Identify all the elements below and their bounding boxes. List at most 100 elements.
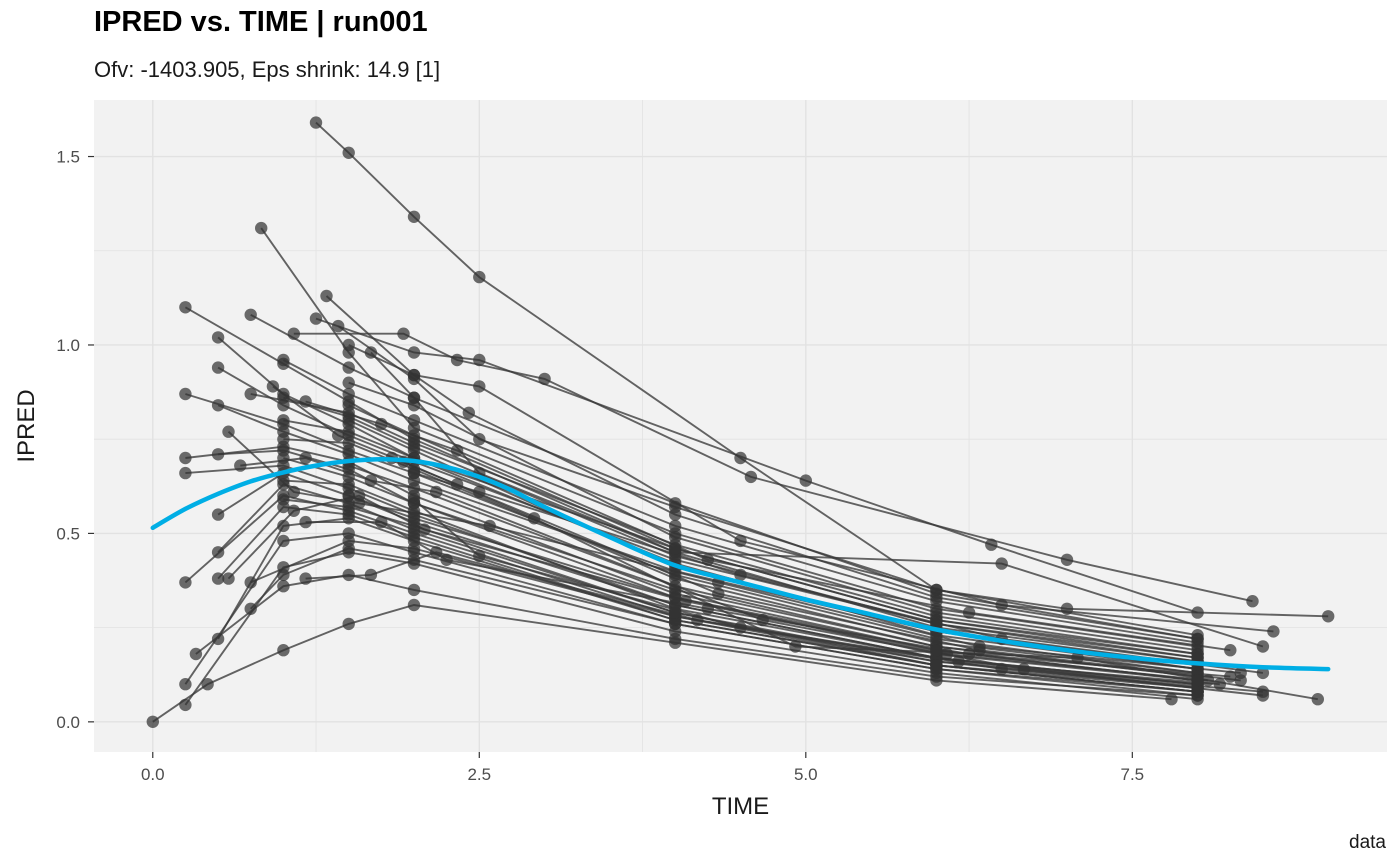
observation-point <box>1256 640 1270 653</box>
observation-point <box>277 534 290 548</box>
profile-line <box>282 359 1198 644</box>
observation-point <box>701 602 714 615</box>
observation-point <box>407 414 421 427</box>
observation-point <box>669 531 682 544</box>
observation-point <box>211 572 225 585</box>
observation-point <box>407 542 421 555</box>
observation-point <box>407 598 421 612</box>
observation-point <box>973 644 986 657</box>
observation-point <box>1267 625 1280 638</box>
observation-point <box>277 433 290 446</box>
observation-point <box>1246 595 1259 608</box>
observation-point <box>691 613 704 627</box>
observation-point <box>734 534 747 548</box>
observation-point <box>287 504 300 517</box>
observation-point <box>734 451 747 465</box>
profile-line <box>348 344 1198 640</box>
observation-point <box>179 451 192 465</box>
observation-point <box>407 512 421 525</box>
observation-point <box>179 698 192 712</box>
chart-title: IPRED vs. TIME | run001 <box>94 6 428 38</box>
observation-point <box>277 353 290 367</box>
observation-point <box>211 448 225 461</box>
observation-point <box>407 399 421 412</box>
observation-point <box>277 451 290 465</box>
observation-point <box>342 617 355 631</box>
observation-point <box>375 417 388 431</box>
observation-point <box>299 515 312 529</box>
observation-point <box>407 466 421 480</box>
observation-point <box>352 489 366 502</box>
observation-point <box>407 346 421 359</box>
observation-point <box>679 595 692 608</box>
observation-point <box>364 474 378 487</box>
observation-point <box>342 387 355 401</box>
observation-point <box>342 568 355 582</box>
y-tick-label: 0.0 <box>56 713 80 732</box>
observation-point <box>234 459 247 472</box>
observation-point <box>1256 666 1270 680</box>
observation-point <box>473 485 486 499</box>
observation-point <box>375 515 388 529</box>
observation-point <box>407 482 421 495</box>
observation-point <box>179 466 192 480</box>
observation-point <box>789 640 802 653</box>
observation-point <box>146 715 159 728</box>
observation-point <box>222 572 235 585</box>
observation-point <box>277 568 290 582</box>
major-gridlines <box>94 100 1387 752</box>
observation-point <box>179 387 192 401</box>
observation-point <box>1191 651 1204 664</box>
observation-point <box>309 116 323 129</box>
observation-point <box>244 387 257 401</box>
observation-point <box>538 372 551 386</box>
observation-point <box>1060 602 1074 615</box>
y-tick-label: 1.5 <box>56 148 80 167</box>
observation-point <box>277 414 290 427</box>
observation-point <box>669 591 682 604</box>
observation-point <box>407 444 421 457</box>
observation-point <box>734 621 747 634</box>
observation-point <box>342 436 355 450</box>
observation-point <box>1201 674 1215 687</box>
observation-point <box>277 493 290 506</box>
observation-point <box>342 425 355 438</box>
profile-line <box>283 457 1198 682</box>
observation-point <box>299 395 312 408</box>
observation-point <box>277 644 290 657</box>
y-tick-label: 1.0 <box>56 336 80 355</box>
observation-point <box>342 376 355 389</box>
observation-point <box>473 380 486 393</box>
observation-point <box>1191 632 1204 646</box>
observation-point <box>440 553 453 566</box>
observation-point <box>332 319 345 333</box>
observation-point <box>744 470 758 484</box>
observation-point <box>211 399 225 412</box>
observation-point <box>407 210 421 223</box>
x-tick-label: 5.0 <box>794 765 818 784</box>
observation-point <box>669 632 682 646</box>
x-tick-label: 0.0 <box>141 765 165 784</box>
observation-point <box>450 353 464 367</box>
observation-point <box>430 485 443 499</box>
observation-point <box>332 429 345 442</box>
chart-subtitle: Ofv: -1403.905, Eps shrink: 14.9 [1] <box>94 57 441 82</box>
observation-point <box>1191 606 1204 619</box>
observation-point <box>1071 651 1084 664</box>
observation-point <box>342 512 355 525</box>
observation-point <box>407 583 421 597</box>
y-tick-label: 0.5 <box>56 524 80 543</box>
x-tick-label: 7.5 <box>1120 765 1144 784</box>
observation-point <box>1165 693 1178 706</box>
observation-point <box>211 508 225 521</box>
observation-point <box>712 587 725 600</box>
observation-point <box>342 489 355 502</box>
smooth-curve <box>150 456 1331 672</box>
observation-point <box>287 327 300 340</box>
observation-point <box>309 312 323 325</box>
observation-point <box>299 451 312 465</box>
profile-line <box>325 295 1274 633</box>
observation-point <box>179 301 192 314</box>
observation-point <box>430 546 443 559</box>
observation-point <box>418 523 431 536</box>
